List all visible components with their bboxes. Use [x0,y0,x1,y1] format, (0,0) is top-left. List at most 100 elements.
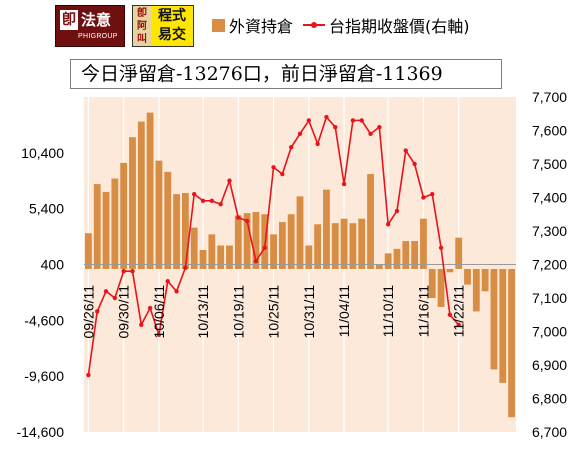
logo2-right-grid: 程式 易交 [151,6,193,46]
legend-bar-swatch [212,18,225,32]
bar [411,241,419,269]
bar [349,223,357,269]
price-point [324,114,329,120]
bar [85,233,92,269]
y-left-tick-label: -14,600 [17,424,65,440]
bar [234,215,242,269]
price-point [456,322,461,327]
price-point [112,295,118,301]
bar [375,264,383,269]
y-left-tick-label: -4,600 [24,312,64,328]
price-point [253,258,259,264]
price-point [280,171,285,177]
x-tick-label: 11/22/11 [451,285,467,338]
bar [287,214,295,269]
price-point [227,178,232,183]
bar [358,218,366,269]
bar [446,268,454,273]
y-right-tick-label: 7,000 [532,324,567,340]
bar [305,245,313,269]
price-point [192,191,197,197]
price-point [403,148,408,153]
x-tick-label: 10/19/11 [230,285,246,339]
x-tick-label: 11/10/11 [380,285,396,338]
logo2-left-column: 卽 阿 叫 [133,6,151,46]
logo2-char: 交 [172,27,186,43]
price-point [200,198,206,204]
x-tick-label: 11/04/11 [336,285,352,338]
logo2-char: 阿 [137,21,147,32]
price-point [394,208,400,214]
bar [472,268,480,312]
price-point [359,118,364,123]
bar [93,184,101,269]
bar [137,121,145,269]
y-right-tick-label: 6,900 [532,357,567,373]
y-right-tick-label: 7,200 [532,257,567,273]
price-point [430,191,435,197]
bar [340,218,348,269]
price-point [368,131,373,137]
bar [420,218,427,269]
logo2-char: 卽 [137,8,147,19]
bar [181,193,189,269]
price-point [377,124,382,130]
x-tick-label: 09/26/11 [80,285,96,339]
price-point [165,279,170,284]
bar [164,171,172,269]
bar [464,268,471,285]
bar [173,194,180,269]
bar [455,237,463,269]
bar [481,268,489,292]
legend-line-swatch [303,22,326,28]
bar [146,112,154,269]
bar [384,253,392,269]
chart-headline: 今日淨留倉-13276口，前日淨留倉-11369 [70,59,502,89]
logo-subtitle: PHIGROUP [78,33,118,40]
price-point [438,245,444,250]
price-point [121,269,126,274]
bar [490,268,498,370]
program-trade-logo: 卽 阿 叫 程式 易交 [132,5,194,47]
bar [437,268,445,307]
bar [243,213,251,269]
price-point [174,289,179,294]
bar [226,245,233,269]
x-tick-label: 10/06/11 [151,285,167,339]
price-point [244,218,250,224]
price-point [447,312,453,317]
price-point [147,305,153,311]
legend-label-line: 台指期收盤價(右軸) [329,17,470,36]
bar [393,248,401,269]
bar [190,227,198,269]
price-point [103,289,109,294]
bar [323,189,330,269]
price-point [333,124,338,130]
price-point [86,372,91,378]
price-point [130,269,135,274]
price-point [218,202,223,207]
y-left-tick-label: 5,400 [29,201,64,217]
price-point [341,181,347,187]
phigroup-logo: 卽 法意 PHIGROUP [55,5,125,47]
chart-legend: 外資持倉 台指期收盤價(右軸) [212,13,470,37]
y-right-tick-label: 7,300 [532,223,567,239]
price-point [315,141,320,147]
x-tick-label: 10/25/11 [266,285,282,339]
bar [331,223,339,269]
bar [155,160,163,269]
x-tick-label: 10/13/11 [195,285,211,339]
x-tick-label: 11/16/11 [415,285,431,338]
price-point [209,198,215,204]
price-point [139,322,144,327]
logo2-row: 程式 [151,7,193,26]
bar [102,191,110,269]
price-point [183,265,188,271]
y-right-tick-label: 7,500 [532,156,567,172]
logo2-char: 程 [158,8,172,24]
x-tick-label: 09/30/11 [116,285,132,339]
bar [402,241,410,269]
bar [314,224,322,269]
bar [270,234,277,269]
logo2-char: 叫 [137,34,147,45]
